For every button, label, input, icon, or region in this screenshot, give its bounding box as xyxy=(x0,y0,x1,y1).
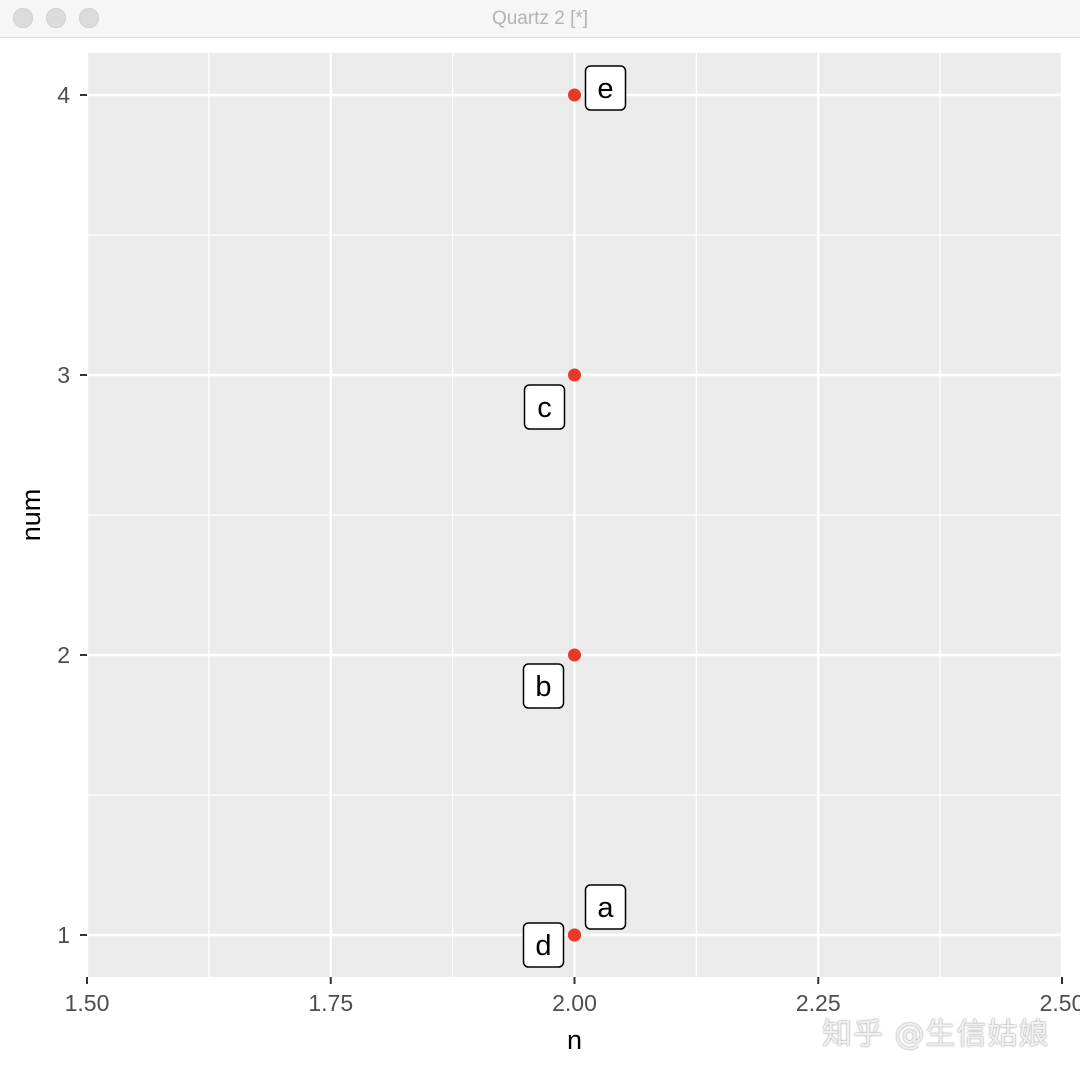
data-point-d xyxy=(568,928,581,942)
point-label-e: e xyxy=(597,73,613,105)
point-label-box xyxy=(522,922,565,968)
point-label-d: d xyxy=(535,930,551,962)
x-tick-label: 1.75 xyxy=(308,990,353,1016)
point-label-b: b xyxy=(535,671,551,703)
point-label-box xyxy=(584,884,627,930)
y-tick-label: 3 xyxy=(57,362,70,388)
x-axis-title: n xyxy=(567,1025,582,1055)
window-title: Quartz 2 [*] xyxy=(491,8,589,29)
x-tick-label: 1.50 xyxy=(65,990,110,1016)
data-point-c xyxy=(568,368,581,382)
point-label-box xyxy=(584,65,627,111)
x-tick-label: 2.25 xyxy=(796,990,841,1016)
y-tick-label: 4 xyxy=(57,82,70,108)
point-label-a: a xyxy=(597,892,614,924)
data-point-e xyxy=(568,88,581,102)
watermark-text: 知乎 @生信姑娘 xyxy=(822,1017,1050,1052)
point-label-c: c xyxy=(537,392,552,424)
y-axis-title: num xyxy=(16,489,46,542)
minimize-window-button[interactable] xyxy=(46,8,66,28)
x-tick-label: 2.00 xyxy=(552,990,597,1016)
zoom-window-button[interactable] xyxy=(79,8,99,28)
x-tick-label: 2.50 xyxy=(1040,990,1080,1016)
point-label-box xyxy=(522,663,565,709)
window-titlebar: Quartz 2 [*] xyxy=(0,0,1080,38)
data-point-b xyxy=(568,648,581,662)
y-tick-label: 2 xyxy=(57,642,70,668)
point-label-box xyxy=(523,384,566,430)
close-window-button[interactable] xyxy=(13,8,33,28)
scatter-chart: 1.50 1.75 2.00 2.25 2.50 1 2 3 4 n num a d b c e xyxy=(16,53,1080,1055)
y-tick-label: 1 xyxy=(57,922,70,948)
